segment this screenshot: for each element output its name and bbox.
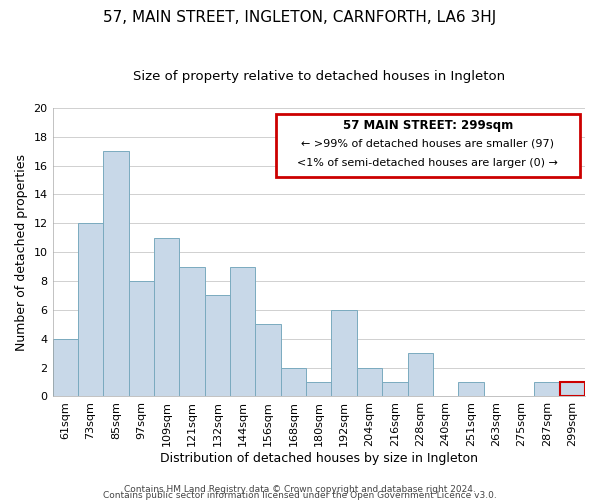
Bar — [281, 368, 306, 396]
Bar — [560, 382, 585, 396]
Title: Size of property relative to detached houses in Ingleton: Size of property relative to detached ho… — [133, 70, 505, 83]
Bar — [154, 238, 179, 396]
Text: 57, MAIN STREET, INGLETON, CARNFORTH, LA6 3HJ: 57, MAIN STREET, INGLETON, CARNFORTH, LA… — [103, 10, 497, 25]
Bar — [357, 368, 382, 396]
FancyBboxPatch shape — [276, 114, 580, 177]
Bar — [382, 382, 407, 396]
Text: ← >99% of detached houses are smaller (97): ← >99% of detached houses are smaller (9… — [301, 138, 554, 148]
Text: Contains HM Land Registry data © Crown copyright and database right 2024.: Contains HM Land Registry data © Crown c… — [124, 484, 476, 494]
Text: <1% of semi-detached houses are larger (0) →: <1% of semi-detached houses are larger (… — [298, 158, 559, 168]
X-axis label: Distribution of detached houses by size in Ingleton: Distribution of detached houses by size … — [160, 452, 478, 465]
Bar — [458, 382, 484, 396]
Text: 57 MAIN STREET: 299sqm: 57 MAIN STREET: 299sqm — [343, 120, 513, 132]
Bar — [53, 338, 78, 396]
Bar — [205, 296, 230, 396]
Bar — [331, 310, 357, 396]
Bar — [230, 266, 256, 396]
Bar — [179, 266, 205, 396]
Bar — [306, 382, 331, 396]
Bar — [103, 151, 128, 396]
Bar — [78, 223, 103, 396]
Bar — [128, 281, 154, 396]
Text: Contains public sector information licensed under the Open Government Licence v3: Contains public sector information licen… — [103, 490, 497, 500]
Bar — [256, 324, 281, 396]
Y-axis label: Number of detached properties: Number of detached properties — [15, 154, 28, 350]
Bar — [407, 353, 433, 397]
Bar — [534, 382, 560, 396]
